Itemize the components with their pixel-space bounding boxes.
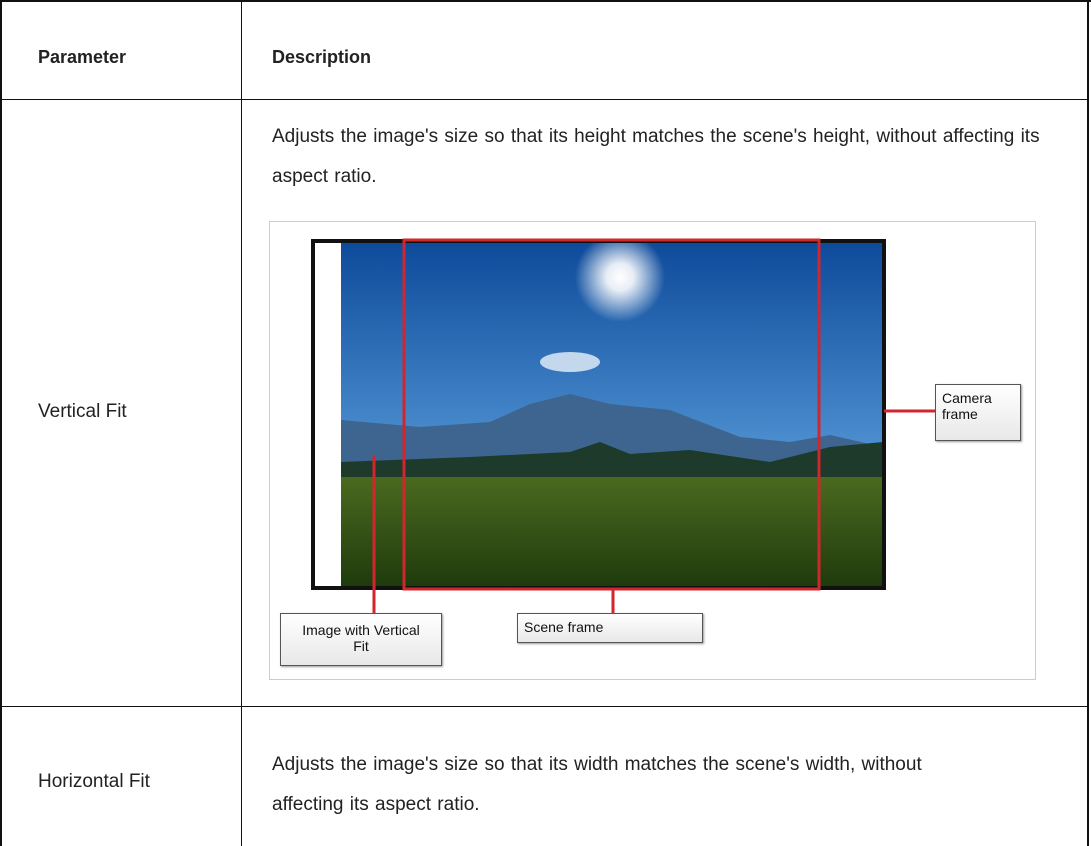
description: Adjusts the image's size so that its hei… (272, 126, 1040, 187)
table-border (1087, 0, 1089, 846)
table-border (0, 0, 2, 846)
header-cell: Parameter (38, 47, 127, 67)
header-cell: Description (272, 47, 372, 67)
callout-label: Image with Vertical Fit (280, 613, 442, 666)
table-border (0, 0, 1091, 2)
column-divider (241, 0, 242, 846)
callout-label: Camera frame (935, 384, 1021, 441)
row-divider (0, 706, 1089, 707)
illustration (311, 232, 936, 613)
figure: Camera frame Image with Vertical Fit Sce… (269, 221, 1036, 680)
parameter: Vertical Fit (38, 401, 127, 422)
callout-label: Scene frame (517, 613, 703, 643)
row-divider (0, 99, 1089, 100)
description: Adjusts the image's size so that its wid… (272, 754, 922, 815)
parameter: Horizontal Fit (38, 771, 150, 792)
